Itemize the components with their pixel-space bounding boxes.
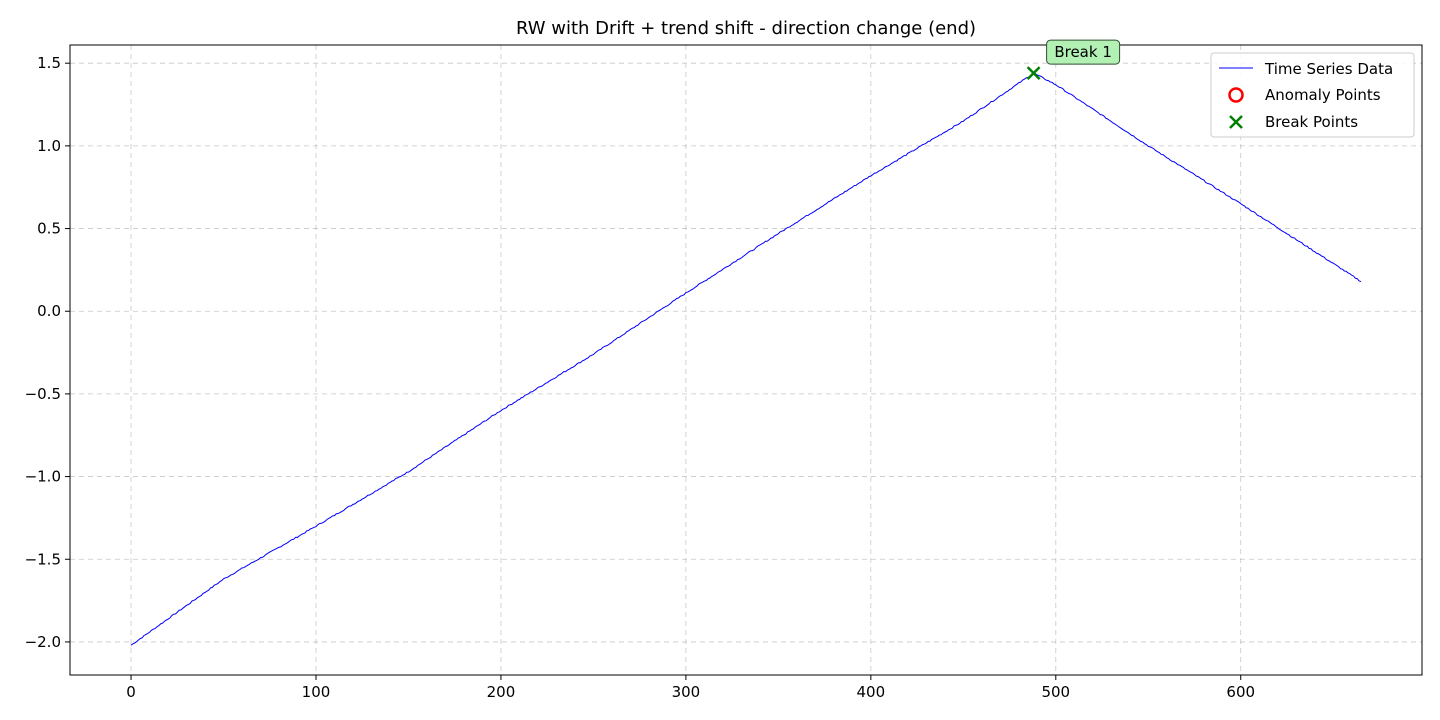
y-tick-label: 1.5 (37, 54, 61, 72)
legend-label-series: Time Series Data (1264, 60, 1393, 78)
x-tick-label: 0 (126, 683, 136, 701)
annotation-box (1046, 39, 1121, 65)
y-tick-label: −1.0 (25, 468, 61, 486)
series-layer (130, 72, 1362, 646)
y-tick-label: 0.0 (37, 302, 61, 320)
series-line (130, 72, 1362, 646)
x-tick-label: 200 (487, 683, 516, 701)
x-tick-label: 100 (302, 683, 331, 701)
legend-label-anomaly: Anomaly Points (1265, 86, 1381, 104)
legend-swatch-break (1229, 115, 1243, 129)
legend-label-break: Break Points (1265, 113, 1358, 131)
break-point-stroke (1026, 66, 1041, 80)
markers-layer (1026, 66, 1041, 80)
annotation-label: Break 1 (1054, 43, 1112, 61)
x-tick-label: 400 (857, 683, 886, 701)
chart-title: RW with Drift + trend shift - direction … (516, 18, 976, 39)
y-tick-label: −0.5 (25, 385, 61, 403)
axes: 0 100 200 300 400 500 600 −2.0 −1.5 −1.0 −0.5 0.0 0.… (25, 44, 1423, 701)
legend: Time Series Data Anomaly Points Break Poin… (1210, 52, 1415, 138)
y-tick-label: 0.5 (37, 220, 61, 238)
annotations-layer: Break 1 (1046, 39, 1121, 65)
grid (70, 45, 1422, 675)
y-tick-label: −2.0 (25, 633, 61, 651)
x-tick-label: 300 (672, 683, 701, 701)
y-tick-label: 1.0 (37, 137, 61, 155)
legend-swatch-anomaly (1228, 87, 1244, 103)
plot-frame (69, 44, 1423, 676)
x-tick-label: 500 (1041, 683, 1070, 701)
legend-box (1210, 52, 1415, 138)
y-tick-label: −1.5 (25, 550, 61, 568)
break-point (1026, 66, 1041, 80)
x-tick-label: 600 (1226, 683, 1255, 701)
